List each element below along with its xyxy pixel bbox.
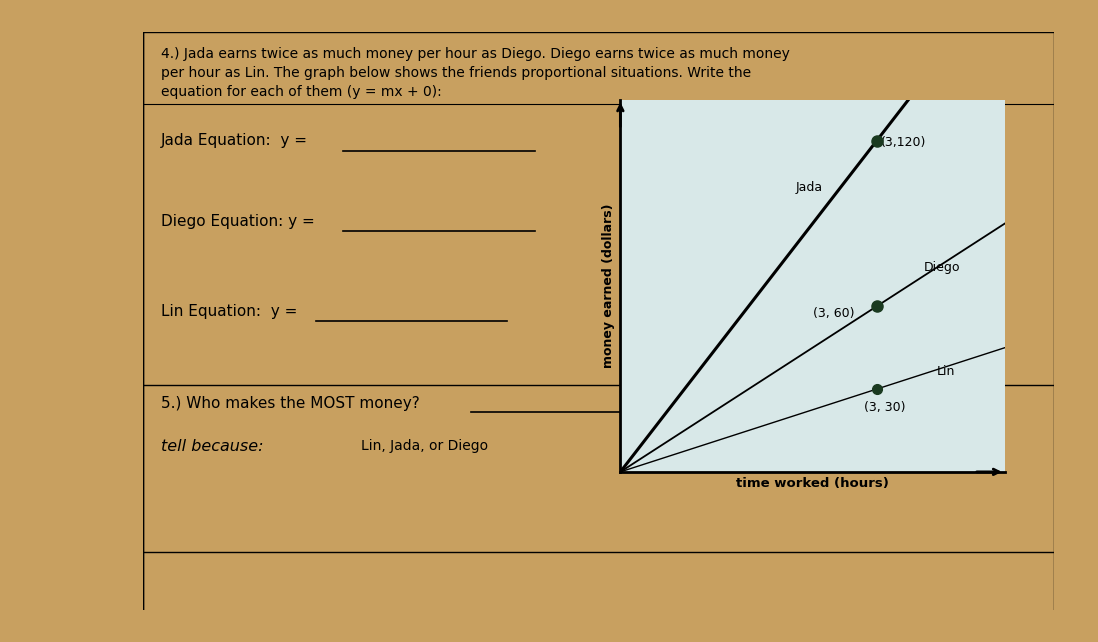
- Text: Makes the most money per hour, I can: Makes the most money per hour, I can: [671, 396, 967, 411]
- Text: (3, 60): (3, 60): [813, 308, 854, 320]
- X-axis label: time worked (hours): time worked (hours): [736, 478, 889, 490]
- Text: Lin, Jada, or Diego: Lin, Jada, or Diego: [361, 439, 489, 453]
- Text: Diego: Diego: [923, 261, 960, 273]
- Text: (3,120): (3,120): [881, 136, 927, 150]
- Text: tell because:: tell because:: [161, 439, 264, 455]
- Y-axis label: money earned (dollars): money earned (dollars): [602, 204, 615, 368]
- Text: Lin: Lin: [937, 365, 955, 378]
- Text: 4.) Jada earns twice as much money per hour as Diego. Diego earns twice as much : 4.) Jada earns twice as much money per h…: [161, 47, 789, 60]
- Text: Jada: Jada: [795, 180, 822, 193]
- Text: Lin Equation:  y =: Lin Equation: y =: [161, 304, 298, 318]
- Text: Jada Equation:  y =: Jada Equation: y =: [161, 134, 307, 148]
- Text: per hour as Lin. The graph below shows the friends proportional situations. Writ: per hour as Lin. The graph below shows t…: [161, 65, 751, 80]
- Text: equation for each of them (y = mx + 0):: equation for each of them (y = mx + 0):: [161, 85, 441, 99]
- Text: (3, 30): (3, 30): [864, 401, 905, 414]
- Text: Diego Equation: y =: Diego Equation: y =: [161, 214, 315, 229]
- Text: 5.) Who makes the MOST money?: 5.) Who makes the MOST money?: [161, 396, 419, 411]
